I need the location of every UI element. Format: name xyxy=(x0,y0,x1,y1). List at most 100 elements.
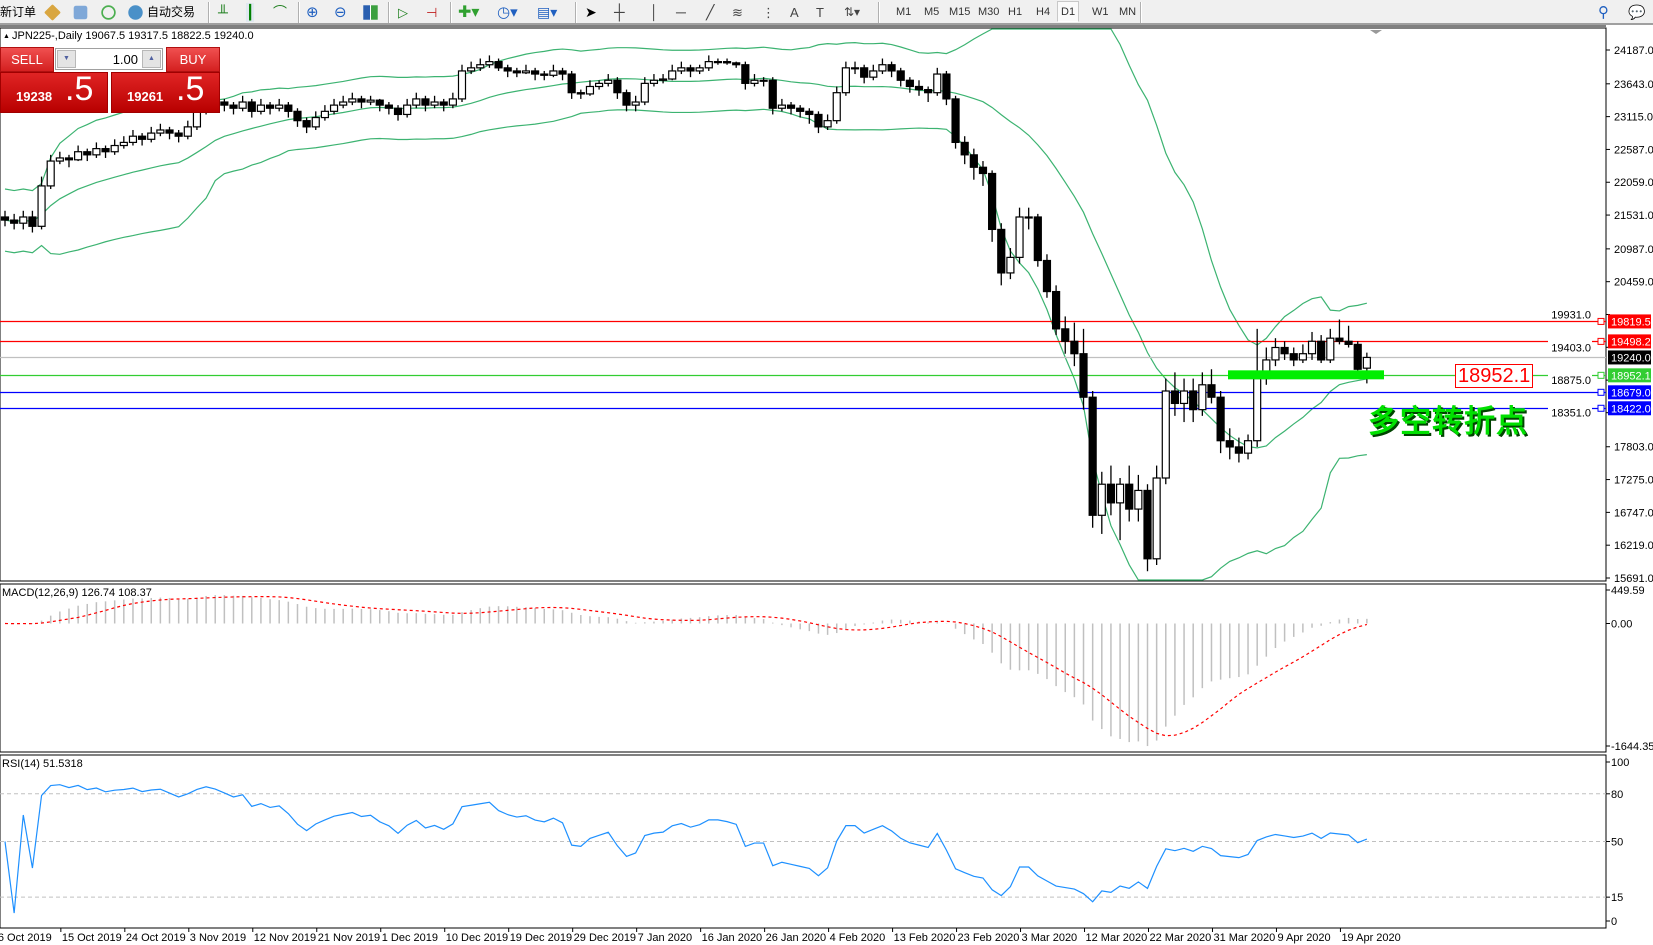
candle-body-up xyxy=(631,101,640,106)
arrows-icon[interactable]: ⇅▾ xyxy=(844,5,861,19)
candle xyxy=(110,139,119,155)
buy-button[interactable]: BUY xyxy=(166,47,220,72)
time-tick-label: 12 Mar 2020 xyxy=(1086,932,1148,944)
candle-body-down xyxy=(613,79,622,94)
candle xyxy=(1143,484,1152,572)
timeframe-m30[interactable]: M30 xyxy=(978,6,1000,18)
timeframe-h1[interactable]: H1 xyxy=(1008,6,1023,18)
time-tick-label: 1 Dec 2019 xyxy=(382,932,438,944)
time-tick-label: 31 Mar 2020 xyxy=(1213,932,1275,944)
chat-icon[interactable]: 💬 xyxy=(1628,4,1646,20)
candle xyxy=(256,98,266,115)
price-tick-label: 16219.0 xyxy=(1614,540,1653,552)
macd-tick-label: 449.59 xyxy=(1611,585,1645,597)
candle xyxy=(220,98,229,112)
sell-price-button[interactable]: 19238 .5 xyxy=(0,70,108,113)
templates-icon[interactable]: ▤▾ xyxy=(537,4,558,20)
sell-button[interactable]: SELL xyxy=(0,47,54,72)
lot-size-stepper: ▼ ▲ xyxy=(55,48,163,70)
time-tick-label: 4 Feb 2020 xyxy=(830,932,886,944)
candle-body-up xyxy=(366,99,375,103)
crosshair-icon[interactable]: ┼ xyxy=(614,4,625,21)
price-level-label: 18422.0 xyxy=(1611,403,1651,415)
fibonacci-icon[interactable]: ≋ xyxy=(732,5,743,20)
candle-body-up xyxy=(19,216,28,224)
auto-trading-button[interactable]: 自动交易 xyxy=(147,5,196,19)
candle-body-up xyxy=(777,104,787,109)
auto-scroll-icon[interactable]: ▷ xyxy=(398,5,408,20)
candle xyxy=(713,58,723,65)
candle xyxy=(796,105,805,118)
candle-body-up xyxy=(823,120,832,128)
candle-body-down xyxy=(1189,390,1198,411)
fibo-channel-icon[interactable]: ⋮ xyxy=(762,5,775,20)
candle xyxy=(101,145,110,158)
candle-body-down xyxy=(722,61,732,64)
candle xyxy=(339,95,348,109)
timeframe-m1[interactable]: M1 xyxy=(896,6,912,18)
auto-trading-icon[interactable] xyxy=(128,5,143,20)
candle-body-up xyxy=(759,79,768,82)
indicators-icon[interactable]: ✚▾ xyxy=(458,4,480,21)
periods-icon[interactable]: ◷▾ xyxy=(497,4,518,21)
rsi-tick-label: 100 xyxy=(1611,757,1629,769)
timeframe-d1[interactable]: D1 xyxy=(1057,1,1080,22)
horizontal-line-icon[interactable]: ─ xyxy=(676,4,686,20)
candle-body-up xyxy=(74,151,83,161)
candle xyxy=(869,64,878,81)
zoom-out-icon[interactable]: ⊖ xyxy=(334,4,347,21)
signals-icon[interactable] xyxy=(101,5,116,20)
price-level-label: 19498.2 xyxy=(1611,336,1651,348)
candle xyxy=(677,61,686,75)
candle xyxy=(1344,325,1353,348)
timeframe-mn[interactable]: MN xyxy=(1119,6,1137,18)
lot-size-input[interactable] xyxy=(78,49,138,69)
cursor-icon[interactable]: ➤ xyxy=(585,4,597,20)
candle-body-up xyxy=(183,126,192,137)
lot-decrease-button[interactable]: ▼ xyxy=(57,50,76,68)
macd-label: MACD(12,26,9) 126.74 108.37 xyxy=(2,587,152,599)
new-order-button[interactable]: 新订单 xyxy=(0,5,37,19)
candle-body-up xyxy=(46,160,55,187)
buy-price-button[interactable]: 19261 .5 xyxy=(111,70,220,113)
line-chart-icon[interactable]: ⌒ xyxy=(273,4,287,20)
timeframe-m5[interactable]: M5 xyxy=(924,6,940,18)
text-icon[interactable]: A xyxy=(790,5,799,20)
candle xyxy=(119,136,128,149)
level-text-label[interactable]: 18952.1 xyxy=(1455,364,1534,388)
timeframe-m15[interactable]: M15 xyxy=(949,6,971,18)
text-label-icon[interactable]: T xyxy=(816,5,824,20)
candle xyxy=(832,86,841,124)
tile-windows-icon[interactable] xyxy=(363,5,378,20)
chart-shift-icon[interactable]: ⊣ xyxy=(426,5,438,20)
bar-chart-icon[interactable]: ╨ xyxy=(218,4,228,20)
candle xyxy=(156,123,165,137)
candle xyxy=(1335,319,1344,345)
chart-note-text[interactable]: 多空转折点 xyxy=(1368,404,1528,440)
navigator-icon[interactable] xyxy=(44,4,61,21)
candle-body-up xyxy=(1198,384,1207,411)
vertical-line-icon[interactable]: │ xyxy=(650,4,659,20)
price-level-label: 18679.0 xyxy=(1611,387,1651,399)
trendline-icon[interactable]: ╱ xyxy=(706,4,715,20)
price-tick-label: 17803.0 xyxy=(1614,442,1653,454)
candle xyxy=(302,117,311,134)
timeframe-w1[interactable]: W1 xyxy=(1092,6,1109,18)
price-tick-label: 23643.0 xyxy=(1614,79,1653,91)
candlestick-icon[interactable]: ┃ xyxy=(246,3,255,22)
timeframe-h4[interactable]: H4 xyxy=(1036,6,1051,18)
candle-body-down xyxy=(1070,340,1079,355)
zoom-in-icon[interactable]: ⊕ xyxy=(306,4,319,21)
search-icon[interactable]: ⚲ xyxy=(1598,4,1609,21)
candle-body-up xyxy=(110,144,119,153)
candle xyxy=(1115,478,1125,541)
line-handle-icon xyxy=(1597,371,1605,379)
candle xyxy=(786,102,796,115)
price-tick-label: 22059.0 xyxy=(1614,177,1653,189)
lot-increase-button[interactable]: ▲ xyxy=(142,50,161,68)
candle xyxy=(649,74,659,87)
time-tick-label: 9 Apr 2020 xyxy=(1277,932,1330,944)
candle-body-down xyxy=(1143,489,1152,560)
terminal-icon[interactable] xyxy=(73,5,88,20)
